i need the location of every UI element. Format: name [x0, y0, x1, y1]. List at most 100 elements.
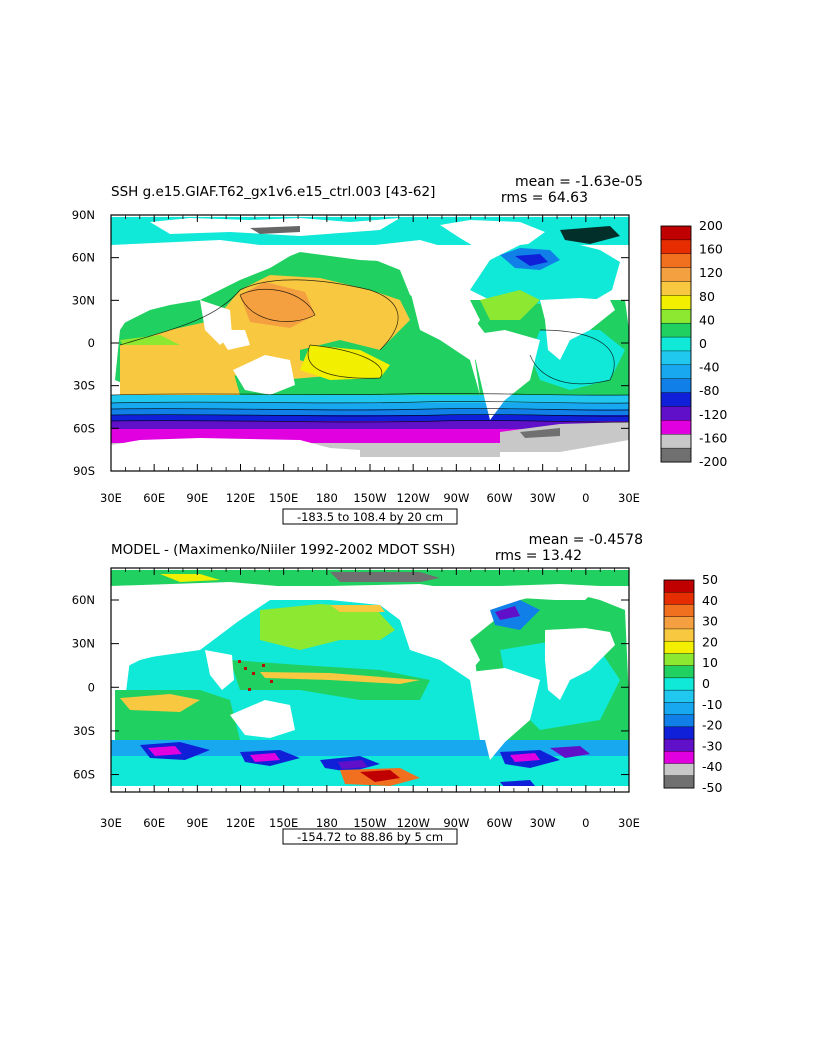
colorbar-swatch — [663, 751, 695, 765]
colorbar-swatch — [660, 239, 692, 255]
colorbar-label: 120 — [699, 265, 723, 280]
colorbar-swatch — [663, 653, 695, 667]
colorbar-swatch — [663, 604, 695, 618]
panel-2-map — [111, 568, 629, 792]
colorbar-label: -120 — [699, 407, 727, 422]
colorbar-swatch — [660, 406, 692, 421]
x-tick-label: 0 — [582, 816, 589, 830]
x-tick-label: 150E — [269, 816, 298, 830]
colorbar-swatch — [663, 775, 695, 789]
x-tick-label: 120W — [397, 491, 430, 505]
x-tick-label: 30W — [530, 816, 556, 830]
colorbar-swatch — [660, 378, 692, 394]
panel-2-range: -154.72 to 88.86 by 5 cm — [297, 830, 443, 844]
colorbar-swatch — [660, 225, 692, 241]
colorbar-swatch — [660, 309, 692, 324]
x-tick-label: 90W — [443, 491, 469, 505]
colorbar-swatch — [663, 689, 695, 703]
colorbar-swatch — [663, 726, 695, 740]
colorbar-label: 30 — [702, 614, 718, 629]
colorbar-label: 0 — [702, 676, 710, 691]
x-tick-label: 180 — [316, 816, 338, 830]
colorbar-swatch — [660, 267, 692, 283]
panel-1-map — [111, 215, 629, 471]
colorbar-swatch — [660, 336, 692, 352]
y-tick-label: 30N — [72, 637, 95, 651]
y-tick-label: 30N — [72, 293, 95, 307]
colorbar-label: 40 — [702, 593, 718, 608]
x-tick-label: 90E — [186, 491, 208, 505]
panel-1-range-box — [282, 508, 458, 525]
colorbar-swatch — [663, 714, 695, 728]
y-tick-label: 60S — [73, 768, 95, 782]
colorbar-label: 160 — [699, 242, 723, 257]
colorbar-label: 200 — [699, 218, 723, 233]
panel-1-colorbar: 200 160 120 80 40 0 -40 -80 -120 -160 -200 — [660, 218, 727, 469]
colorbar-label: -40 — [702, 759, 722, 774]
colorbar-label: 40 — [699, 312, 715, 327]
colorbar-label: -10 — [702, 697, 722, 712]
colorbar-swatch — [660, 281, 692, 296]
panel-1-mean: mean = -1.63e-05 — [515, 174, 643, 190]
colorbar-swatch — [663, 592, 695, 605]
panel-2-colorbar: 50 40 30 20 10 0 -10 -20 -30 -40 -50 — [663, 572, 722, 795]
colorbar-swatch — [660, 434, 692, 449]
colorbar-label: 50 — [702, 572, 718, 587]
y-tick-label: 30S — [73, 724, 95, 738]
panel-1-title: SSH g.e15.GIAF.T62_gx1v6.e15_ctrl.003 [4… — [111, 184, 435, 200]
north-america — [330, 240, 480, 335]
y-tick-label: 60S — [73, 421, 95, 435]
x-tick-label: 120W — [397, 816, 430, 830]
colorbar-label: -50 — [702, 780, 722, 795]
eurasia — [111, 240, 300, 330]
x-tick-label: 150W — [353, 491, 386, 505]
x-tick-label: 120E — [226, 491, 255, 505]
x-tick-label: 30E — [618, 816, 640, 830]
panel-1-rms: rms = 64.63 — [501, 190, 588, 206]
colorbar-swatch — [663, 616, 695, 630]
x-tick-label: 60E — [143, 491, 165, 505]
x-tick-label: 90E — [186, 816, 208, 830]
colorbar-swatch — [660, 295, 692, 310]
y-tick-label: 90S — [73, 464, 95, 478]
colorbar-label: -40 — [699, 360, 719, 375]
colorbar-swatch — [660, 253, 692, 269]
colorbar-label: 10 — [702, 655, 718, 670]
x-tick-label: 150E — [269, 491, 298, 505]
y-tick-label: 60N — [72, 593, 95, 607]
colorbar-swatch — [663, 763, 695, 777]
x-tick-label: 180 — [316, 491, 338, 505]
colorbar-swatch — [660, 322, 692, 338]
colorbar-swatch — [660, 447, 692, 463]
x-tick-label: 120E — [226, 816, 255, 830]
colorbar-swatch — [663, 702, 695, 716]
colorbar-label: 80 — [699, 289, 715, 304]
colorbar-frame — [663, 579, 695, 789]
x-tick-label: 150W — [353, 816, 386, 830]
x-tick-label: 60W — [486, 816, 512, 830]
colorbar-frame — [660, 225, 692, 463]
y-tick-label: 0 — [88, 336, 95, 350]
x-tick-label: 60E — [143, 816, 165, 830]
y-tick-label: 60N — [72, 251, 95, 265]
panel-1-range: -183.5 to 108.4 by 20 cm — [297, 510, 443, 524]
x-tick-label: 0 — [582, 491, 589, 505]
colorbar-label: -160 — [699, 430, 727, 445]
colorbar-label: -30 — [702, 738, 722, 753]
panel-1: SSH g.e15.GIAF.T62_gx1v6.e15_ctrl.003 [4… — [72, 174, 727, 525]
colorbar-swatch — [660, 350, 692, 366]
y-tick-label: 0 — [88, 680, 95, 694]
panel-2-title: MODEL - (Maximenko/Niiler 1992-2002 MDOT… — [111, 542, 455, 558]
x-tick-label: 30W — [530, 491, 556, 505]
colorbar-label: 20 — [702, 634, 718, 649]
colorbar-swatch — [660, 392, 692, 407]
panel-2-mean: mean = -0.4578 — [529, 532, 643, 548]
colorbar-swatch — [663, 628, 695, 642]
colorbar-swatch — [660, 364, 692, 380]
x-tick-label: 30E — [618, 491, 640, 505]
panel-2-rms: rms = 13.42 — [495, 548, 582, 564]
colorbar-swatch — [660, 420, 692, 435]
panel-2-axes: 30E 60E 90E 120E 150E 180 150W 120W 90W 60W 30W 0 30… — [72, 568, 640, 830]
africa — [540, 298, 615, 360]
y-tick-label: 90N — [72, 208, 95, 222]
